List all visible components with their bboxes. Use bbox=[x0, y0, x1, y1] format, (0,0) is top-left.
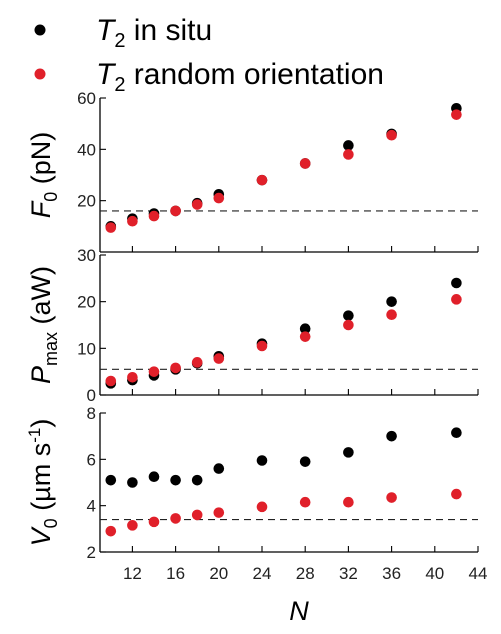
y-tick-label-Pmax-30: 30 bbox=[77, 246, 96, 265]
x-tick-label-24: 24 bbox=[253, 564, 272, 583]
point-Pmax-in-situ-36 bbox=[386, 296, 397, 307]
y-axis-label-group-V0: V0 (µm s-1) bbox=[25, 419, 61, 547]
y-tick-label-F0-60: 60 bbox=[77, 89, 96, 108]
x-tick-label-16: 16 bbox=[166, 564, 185, 583]
point-F0-random-14 bbox=[148, 210, 160, 222]
point-V0-random-32 bbox=[343, 496, 354, 508]
y-axis-label-F0: F0 (pN) bbox=[26, 132, 61, 219]
point-F0-random-20 bbox=[213, 192, 225, 204]
point-V0-in-situ-16 bbox=[170, 474, 181, 486]
x-tick-label-28: 28 bbox=[296, 564, 315, 583]
y-tick-label-V0-4: 4 bbox=[87, 497, 96, 516]
legend-marker-1 bbox=[34, 24, 46, 36]
point-Pmax-random-28 bbox=[299, 331, 311, 342]
point-V0-in-situ-36 bbox=[386, 430, 397, 442]
point-F0-random-16 bbox=[170, 205, 181, 217]
point-V0-random-12 bbox=[127, 520, 138, 531]
x-tick-label-12: 12 bbox=[123, 564, 142, 583]
point-V0-random-18 bbox=[191, 509, 203, 521]
point-V0-random-14 bbox=[148, 516, 160, 528]
point-V0-random-20 bbox=[213, 507, 225, 518]
x-tick-label-20: 20 bbox=[209, 564, 228, 583]
y-tick-label-Pmax-10: 10 bbox=[77, 339, 96, 358]
point-F0-random-28 bbox=[299, 158, 311, 169]
point-F0-random-24 bbox=[256, 174, 268, 186]
point-V0-in-situ-42 bbox=[451, 427, 462, 438]
y-tick-label-F0-40: 40 bbox=[77, 140, 96, 159]
point-Pmax-in-situ-42 bbox=[451, 277, 462, 289]
point-Pmax-random-14 bbox=[148, 366, 160, 377]
point-Pmax-random-16 bbox=[170, 362, 181, 374]
x-tick-label-44: 44 bbox=[469, 564, 488, 583]
point-Pmax-random-12 bbox=[127, 371, 138, 383]
point-V0-in-situ-20 bbox=[213, 463, 225, 474]
y-axis-label-group-F0: F0 (pN) bbox=[26, 132, 61, 219]
point-V0-random-24 bbox=[256, 501, 268, 513]
y-tick-label-V0-6: 6 bbox=[87, 450, 96, 469]
point-Pmax-random-36 bbox=[386, 309, 397, 321]
point-F0-random-12 bbox=[127, 215, 138, 227]
point-Pmax-in-situ-32 bbox=[343, 310, 354, 321]
point-Pmax-random-32 bbox=[343, 319, 354, 331]
point-F0-random-36 bbox=[386, 129, 397, 141]
point-Pmax-random-18 bbox=[191, 357, 203, 368]
point-Pmax-random-42 bbox=[451, 294, 462, 305]
y-axis-label-group-Pmax: Pmax (aW) bbox=[26, 266, 61, 384]
y-tick-label-F0-20: 20 bbox=[77, 192, 96, 211]
point-V0-in-situ-28 bbox=[299, 456, 311, 467]
y-tick-label-V0-2: 2 bbox=[87, 543, 96, 562]
point-Pmax-random-20 bbox=[213, 353, 225, 364]
x-tick-label-36: 36 bbox=[382, 564, 401, 583]
point-F0-random-18 bbox=[191, 199, 203, 210]
point-F0-random-32 bbox=[343, 149, 354, 160]
point-V0-random-28 bbox=[299, 496, 311, 508]
point-V0-random-16 bbox=[170, 513, 181, 524]
legend-label-2: T2 random orientation bbox=[96, 58, 384, 96]
point-V0-in-situ-32 bbox=[343, 447, 354, 458]
x-tick-label-40: 40 bbox=[425, 564, 444, 583]
point-F0-random-42 bbox=[451, 109, 462, 120]
point-V0-random-10 bbox=[105, 525, 117, 537]
y-tick-label-V0-8: 8 bbox=[87, 404, 96, 423]
point-Pmax-in-situ-28 bbox=[299, 323, 311, 335]
point-V0-in-situ-12 bbox=[127, 477, 138, 488]
point-F0-in-situ-32 bbox=[343, 140, 354, 151]
point-V0-in-situ-14 bbox=[148, 471, 160, 483]
legend-label-1: T2 in situ bbox=[96, 14, 212, 52]
legend-marker-2 bbox=[34, 68, 46, 80]
point-Pmax-random-24 bbox=[256, 340, 268, 352]
point-V0-random-42 bbox=[451, 488, 462, 500]
y-axis-label-V0: V0 (µm s-1) bbox=[25, 419, 61, 547]
y-tick-label-Pmax-0: 0 bbox=[87, 386, 96, 405]
point-F0-random-10 bbox=[105, 222, 117, 233]
point-V0-in-situ-24 bbox=[256, 455, 268, 466]
point-V0-random-36 bbox=[386, 492, 397, 503]
point-V0-in-situ-18 bbox=[191, 474, 203, 486]
y-axis-label-Pmax: Pmax (aW) bbox=[26, 266, 61, 384]
y-tick-label-Pmax-20: 20 bbox=[77, 293, 96, 312]
x-tick-label-32: 32 bbox=[339, 564, 358, 583]
point-Pmax-random-10 bbox=[105, 375, 117, 387]
point-V0-in-situ-10 bbox=[105, 474, 117, 486]
x-axis-label: N bbox=[289, 596, 309, 626]
